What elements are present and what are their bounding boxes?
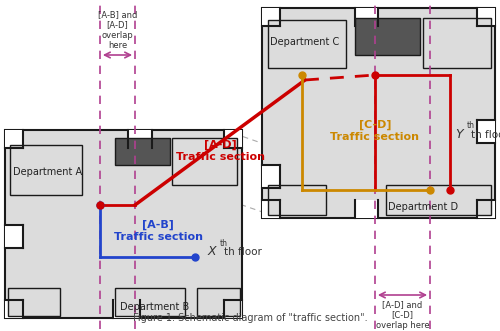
Bar bbox=[115, 288, 185, 316]
Text: th floor: th floor bbox=[224, 247, 262, 257]
Bar bbox=[386, 185, 491, 215]
Bar bbox=[5, 130, 23, 148]
Bar bbox=[5, 225, 23, 248]
Bar bbox=[113, 300, 140, 318]
Bar bbox=[172, 138, 237, 185]
Bar bbox=[128, 130, 152, 148]
Bar bbox=[477, 8, 495, 26]
Bar bbox=[197, 288, 240, 316]
Text: Department B: Department B bbox=[120, 302, 189, 312]
Text: [A-B] and
[A-D]
overlap
here: [A-B] and [A-D] overlap here bbox=[98, 10, 137, 50]
Bar bbox=[224, 300, 242, 318]
Text: Traffic section: Traffic section bbox=[330, 132, 420, 142]
Text: Department D: Department D bbox=[388, 202, 458, 212]
Bar bbox=[262, 8, 280, 26]
Text: Department C: Department C bbox=[270, 37, 339, 47]
Bar bbox=[10, 145, 82, 195]
Text: Y: Y bbox=[455, 128, 462, 141]
Text: [A-B]: [A-B] bbox=[142, 220, 174, 230]
Bar bbox=[262, 8, 495, 218]
Text: [A-D] and
[C-D]
overlap here: [A-D] and [C-D] overlap here bbox=[376, 300, 430, 330]
Text: th floor: th floor bbox=[471, 130, 500, 140]
Text: th: th bbox=[467, 121, 475, 130]
Bar bbox=[5, 300, 23, 318]
Bar bbox=[355, 18, 420, 55]
Text: th: th bbox=[220, 239, 228, 248]
Bar bbox=[268, 185, 326, 215]
Bar bbox=[262, 165, 280, 188]
Bar bbox=[262, 200, 280, 218]
Text: [A-D]: [A-D] bbox=[204, 140, 236, 150]
Bar bbox=[477, 200, 495, 218]
Text: [C-D]: [C-D] bbox=[359, 120, 391, 130]
Bar bbox=[5, 130, 242, 318]
Bar bbox=[355, 8, 378, 26]
Bar bbox=[477, 120, 495, 143]
Bar bbox=[423, 18, 491, 68]
Text: Department A: Department A bbox=[13, 167, 82, 177]
Bar bbox=[224, 130, 242, 148]
Text: Traffic section: Traffic section bbox=[176, 152, 264, 162]
Text: X: X bbox=[208, 245, 216, 258]
Bar bbox=[268, 20, 346, 68]
Text: Traffic section: Traffic section bbox=[114, 232, 202, 242]
Bar bbox=[115, 138, 170, 165]
Bar bbox=[355, 200, 378, 218]
Text: Figure 1. Schematic diagram of "traffic section".: Figure 1. Schematic diagram of "traffic … bbox=[132, 313, 368, 323]
Bar bbox=[8, 288, 60, 316]
